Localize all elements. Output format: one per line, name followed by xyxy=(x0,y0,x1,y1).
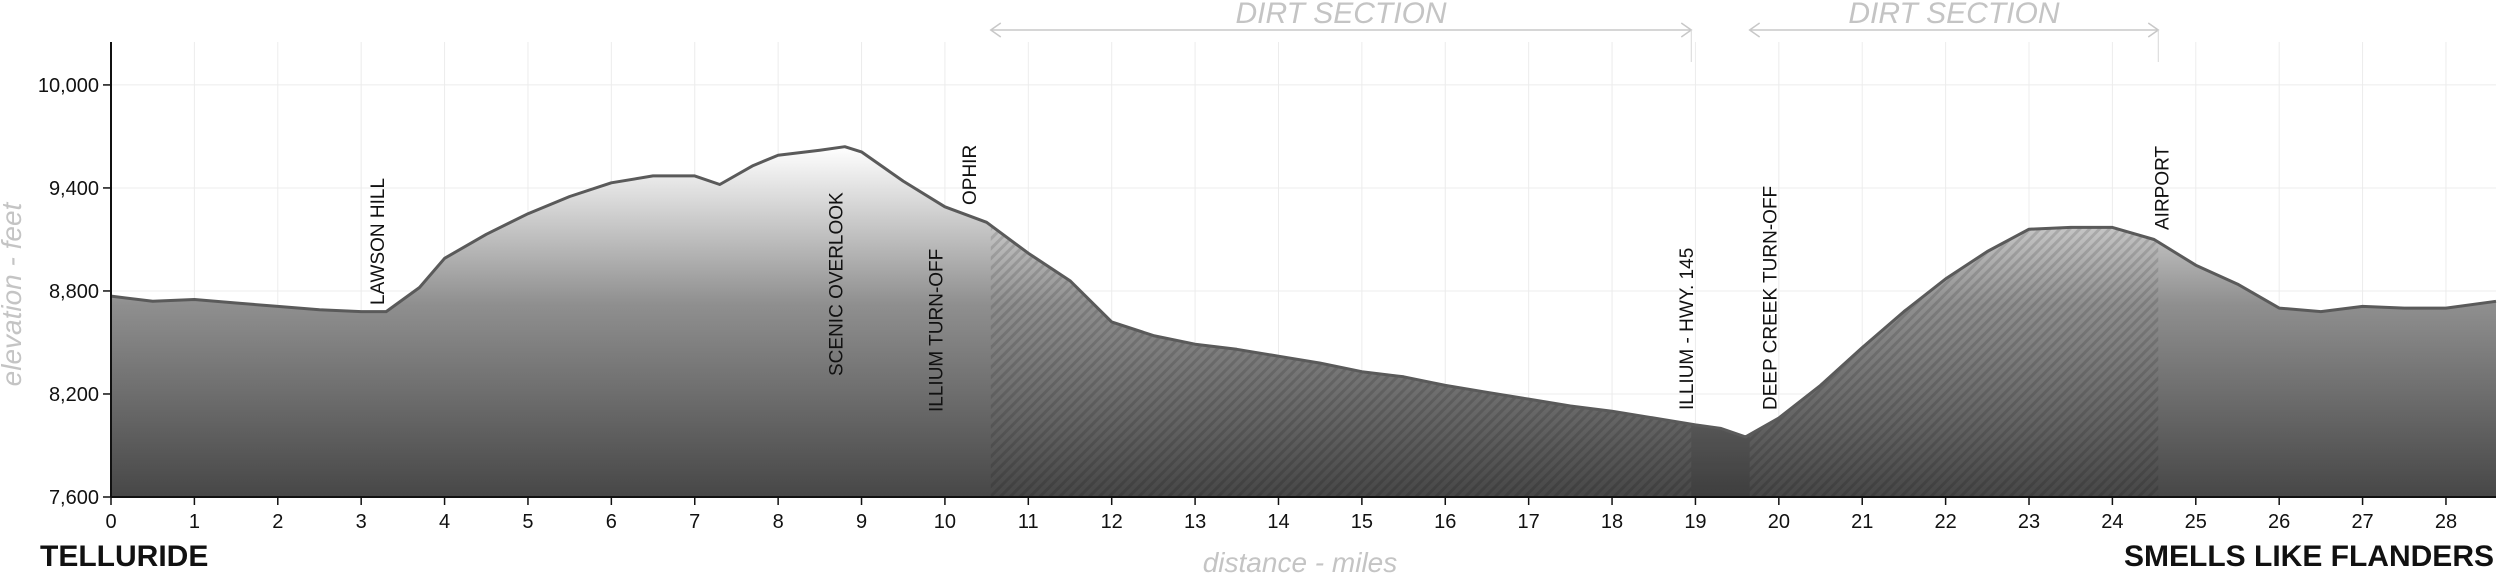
x-tick-label: 5 xyxy=(522,511,533,533)
elevation-line xyxy=(110,145,2497,439)
waypoint-label: ILLIUM - HWY. 145 xyxy=(1677,248,1698,410)
x-tick-label: 20 xyxy=(1768,511,1790,533)
waypoint-label: LAWSON HILL xyxy=(368,178,389,305)
y-tick-label: 8,800 xyxy=(49,281,99,303)
end-location-label: SMELLS LIKE FLANDERS xyxy=(2123,540,2494,573)
x-tick-label: 23 xyxy=(2018,511,2040,533)
waypoint-label: AIRPORT xyxy=(2152,145,2173,230)
y-axis-title: elevation - feet xyxy=(0,201,27,386)
x-tick-label: 6 xyxy=(606,511,617,533)
x-tick-label: 18 xyxy=(1601,511,1623,533)
y-tick-label: 8,200 xyxy=(49,384,99,406)
x-tick-label: 19 xyxy=(1684,511,1706,533)
x-tick-label: 10 xyxy=(934,511,956,533)
waypoint-label: SCENIC OVERLOOK xyxy=(827,192,848,376)
x-tick-label: 15 xyxy=(1351,511,1373,533)
dirt-section-label: DIRT SECTION xyxy=(1848,0,2059,30)
start-location-label: TELLURIDE xyxy=(40,540,209,573)
x-tick-label: 11 xyxy=(1018,511,1039,533)
waypoint-label: OPHIR xyxy=(960,145,981,205)
y-tick-label: 9,400 xyxy=(49,178,99,200)
dirt-section-label: DIRT SECTION xyxy=(1235,0,1446,30)
x-tick-label: 21 xyxy=(1851,511,1873,533)
x-axis-title: distance - miles xyxy=(1203,547,1398,574)
x-tick-label: 27 xyxy=(2351,511,2373,533)
x-tick-label: 25 xyxy=(2185,511,2207,533)
x-tick-label: 4 xyxy=(439,511,450,533)
y-tick-label: 7,600 xyxy=(49,487,99,509)
x-tick-label: 2 xyxy=(272,511,283,533)
dirt-section-bracket: DIRT SECTION xyxy=(989,0,1693,62)
dirt-section-hatch xyxy=(990,146,1692,497)
x-tick-label: 3 xyxy=(356,511,367,533)
dirt-section-bracket: DIRT SECTION xyxy=(1748,0,2160,62)
x-tick-label: 8 xyxy=(773,511,784,533)
x-tick-label: 26 xyxy=(2268,511,2290,533)
x-tick-label: 24 xyxy=(2101,511,2123,533)
x-tick-label: 16 xyxy=(1434,511,1456,533)
x-tick-label: 28 xyxy=(2435,511,2457,533)
x-tick-label: 14 xyxy=(1267,511,1289,533)
x-tick-label: 7 xyxy=(689,511,700,533)
x-tick-label: 17 xyxy=(1518,511,1540,533)
dirt-section-arrow-left xyxy=(989,22,1002,38)
x-tick-label: 12 xyxy=(1101,511,1123,533)
y-tick-label: 10,000 xyxy=(38,75,99,97)
x-tick-label: 13 xyxy=(1184,511,1206,533)
dirt-section-arrow-left xyxy=(1748,22,1761,38)
x-tick-label: 0 xyxy=(105,511,116,533)
x-tick-label: 9 xyxy=(856,511,867,533)
x-tick-label: 1 xyxy=(189,511,200,533)
waypoint-label: DEEP CREEK TURN-OFF xyxy=(1760,186,1781,410)
x-tick-label: 22 xyxy=(1934,511,1956,533)
waypoint-label: ILLIUM TURN-OFF xyxy=(927,249,948,412)
dirt-section-hatch xyxy=(1749,146,2159,497)
